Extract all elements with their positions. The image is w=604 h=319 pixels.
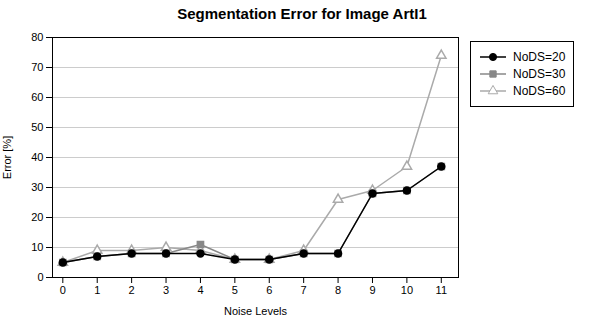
- svg-text:6: 6: [266, 284, 272, 296]
- svg-text:40: 40: [31, 151, 43, 163]
- svg-text:5: 5: [232, 284, 238, 296]
- svg-text:10: 10: [401, 284, 413, 296]
- svg-text:Error [%]: Error [%]: [1, 136, 13, 179]
- svg-text:3: 3: [163, 284, 169, 296]
- svg-text:30: 30: [31, 181, 43, 193]
- svg-text:2: 2: [129, 284, 135, 296]
- svg-text:50: 50: [31, 121, 43, 133]
- svg-text:10: 10: [31, 241, 43, 253]
- svg-text:80: 80: [31, 31, 43, 43]
- svg-text:70: 70: [31, 61, 43, 73]
- svg-text:Noise Levels: Noise Levels: [224, 305, 287, 317]
- svg-text:0: 0: [60, 284, 66, 296]
- svg-text:4: 4: [197, 284, 203, 296]
- svg-text:1: 1: [94, 284, 100, 296]
- svg-text:8: 8: [335, 284, 341, 296]
- svg-text:0: 0: [37, 271, 43, 283]
- html-text:NoDS=20: NoDS=20: [513, 50, 566, 64]
- svg-text:11: 11: [436, 284, 447, 296]
- svg-text:9: 9: [369, 284, 375, 296]
- svg-text:20: 20: [31, 211, 43, 223]
- svg-text:7: 7: [301, 284, 307, 296]
- html-text:NoDS=30: NoDS=30: [513, 67, 566, 81]
- html-text:NoDS=60: NoDS=60: [513, 84, 566, 98]
- html-text:Segmentation Error for Image A: Segmentation Error for Image ArtI1: [177, 5, 427, 22]
- svg-text:60: 60: [31, 91, 43, 103]
